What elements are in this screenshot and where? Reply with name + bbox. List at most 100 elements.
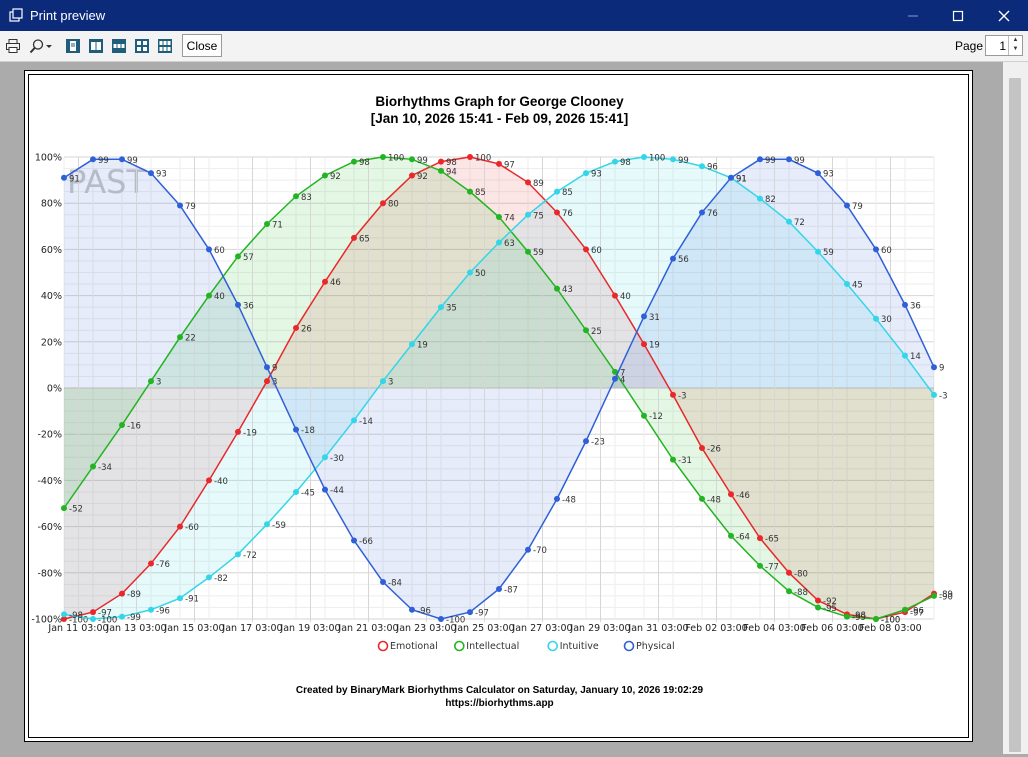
- legend: Emotional Intellectual Intuitive Physical: [377, 640, 675, 652]
- data-label: -92: [823, 597, 837, 607]
- data-point: [786, 218, 792, 225]
- data-point: [641, 341, 647, 348]
- x-tick-label: Jan 15 03:00: [163, 623, 224, 634]
- data-label: 36: [243, 301, 254, 311]
- data-point: [525, 179, 531, 186]
- preview-area: Biorhythms Graph for George Clooney [Jan…: [2, 62, 1002, 754]
- maximize-button[interactable]: [935, 0, 981, 31]
- chevron-down-icon: [46, 45, 52, 48]
- y-tick-label: 80%: [41, 199, 62, 210]
- data-label: -48: [562, 495, 576, 505]
- data-point: [61, 505, 67, 512]
- data-label: -44: [330, 486, 344, 496]
- data-point: [931, 364, 937, 371]
- data-point: [322, 172, 328, 179]
- data-point: [525, 546, 531, 553]
- data-label: -45: [301, 488, 315, 498]
- data-label: -96: [910, 606, 924, 616]
- data-label: 89: [533, 179, 544, 189]
- one-page-button[interactable]: [64, 36, 82, 56]
- data-label: 82: [765, 195, 776, 205]
- data-point: [467, 188, 473, 195]
- vertical-scrollbar[interactable]: [1003, 62, 1028, 754]
- data-label: 63: [504, 239, 515, 249]
- page-spinner[interactable]: ▲ ▼: [1008, 36, 1022, 55]
- data-label: 9: [939, 364, 944, 374]
- data-point: [757, 195, 763, 202]
- data-point: [119, 590, 125, 597]
- data-label: 65: [359, 234, 370, 244]
- data-label: -52: [69, 505, 83, 515]
- page-number-input[interactable]: 1 ▲ ▼: [985, 35, 1023, 56]
- page-number-value: 1: [999, 39, 1006, 53]
- footer-url: https://biorhythms.app: [445, 698, 554, 709]
- series-intuitive: -98 -100 -99-96-91-82-72-59-45-30-14319355…: [61, 154, 947, 626]
- data-point: [467, 154, 473, 160]
- data-label: -16: [127, 421, 141, 431]
- data-label: 93: [156, 170, 167, 180]
- data-label: 85: [475, 188, 486, 198]
- two-pages-icon: [89, 39, 103, 53]
- three-pages-icon: [112, 39, 126, 53]
- page-border: [28, 74, 969, 738]
- close-icon: [998, 10, 1010, 21]
- x-tick-label: Feb 06 03:00: [801, 623, 863, 634]
- data-label: -100: [98, 616, 117, 626]
- data-label: 100: [475, 154, 491, 164]
- data-label: 80: [388, 200, 399, 210]
- data-point: [90, 609, 96, 616]
- data-label: -88: [794, 588, 808, 598]
- data-label: 98: [620, 158, 631, 168]
- scrollbar-thumb[interactable]: [1009, 78, 1021, 752]
- page-sheet: Biorhythms Graph for George Clooney [Jan…: [24, 70, 973, 742]
- zoom-dropdown-button[interactable]: [26, 36, 56, 56]
- six-pages-button[interactable]: [156, 36, 174, 56]
- data-point: [844, 281, 850, 288]
- data-label: -60: [185, 523, 199, 533]
- legend-marker: [623, 640, 635, 652]
- data-point: [438, 304, 444, 311]
- data-label: 97: [504, 160, 515, 170]
- data-label: 19: [649, 341, 660, 351]
- y-tick-label: -100%: [31, 615, 62, 626]
- data-point: [322, 486, 328, 493]
- data-point: [293, 426, 299, 433]
- data-point: [293, 488, 299, 495]
- data-point: [61, 174, 67, 181]
- data-label: 60: [881, 246, 892, 256]
- data-point: [438, 616, 444, 622]
- data-label: 91: [69, 174, 80, 184]
- data-label: 40: [214, 292, 225, 302]
- three-pages-button[interactable]: [110, 36, 128, 56]
- print-preview-app-icon: [9, 8, 23, 22]
- data-label: 45: [852, 281, 863, 291]
- data-label: 93: [823, 170, 834, 180]
- spin-down-icon[interactable]: ▼: [1012, 46, 1019, 52]
- data-point: [525, 248, 531, 255]
- data-point: [931, 391, 937, 398]
- data-point: [438, 158, 444, 165]
- data-point: [554, 188, 560, 195]
- spin-up-icon[interactable]: ▲: [1012, 37, 1019, 43]
- data-label: -84: [388, 579, 402, 589]
- data-point: [148, 378, 154, 385]
- four-pages-button[interactable]: [133, 36, 151, 56]
- data-label: 3: [388, 378, 393, 388]
- data-label: -76: [156, 560, 170, 570]
- close-window-button[interactable]: [981, 0, 1027, 31]
- print-button[interactable]: [4, 36, 22, 56]
- x-tick-label: Jan 13 03:00: [105, 623, 166, 634]
- minimize-button[interactable]: [890, 0, 936, 31]
- two-pages-button[interactable]: [87, 36, 105, 56]
- page-label: Page: [955, 39, 984, 53]
- data-label: 22: [185, 334, 196, 344]
- data-label: -100: [881, 616, 900, 626]
- data-label: 83: [301, 193, 312, 203]
- data-point: [612, 375, 618, 382]
- data-label: 43: [562, 285, 573, 295]
- data-point: [873, 616, 879, 622]
- data-label: -14: [359, 417, 373, 427]
- data-point: [177, 523, 183, 530]
- close-button[interactable]: Close: [182, 34, 222, 57]
- data-point: [670, 456, 676, 463]
